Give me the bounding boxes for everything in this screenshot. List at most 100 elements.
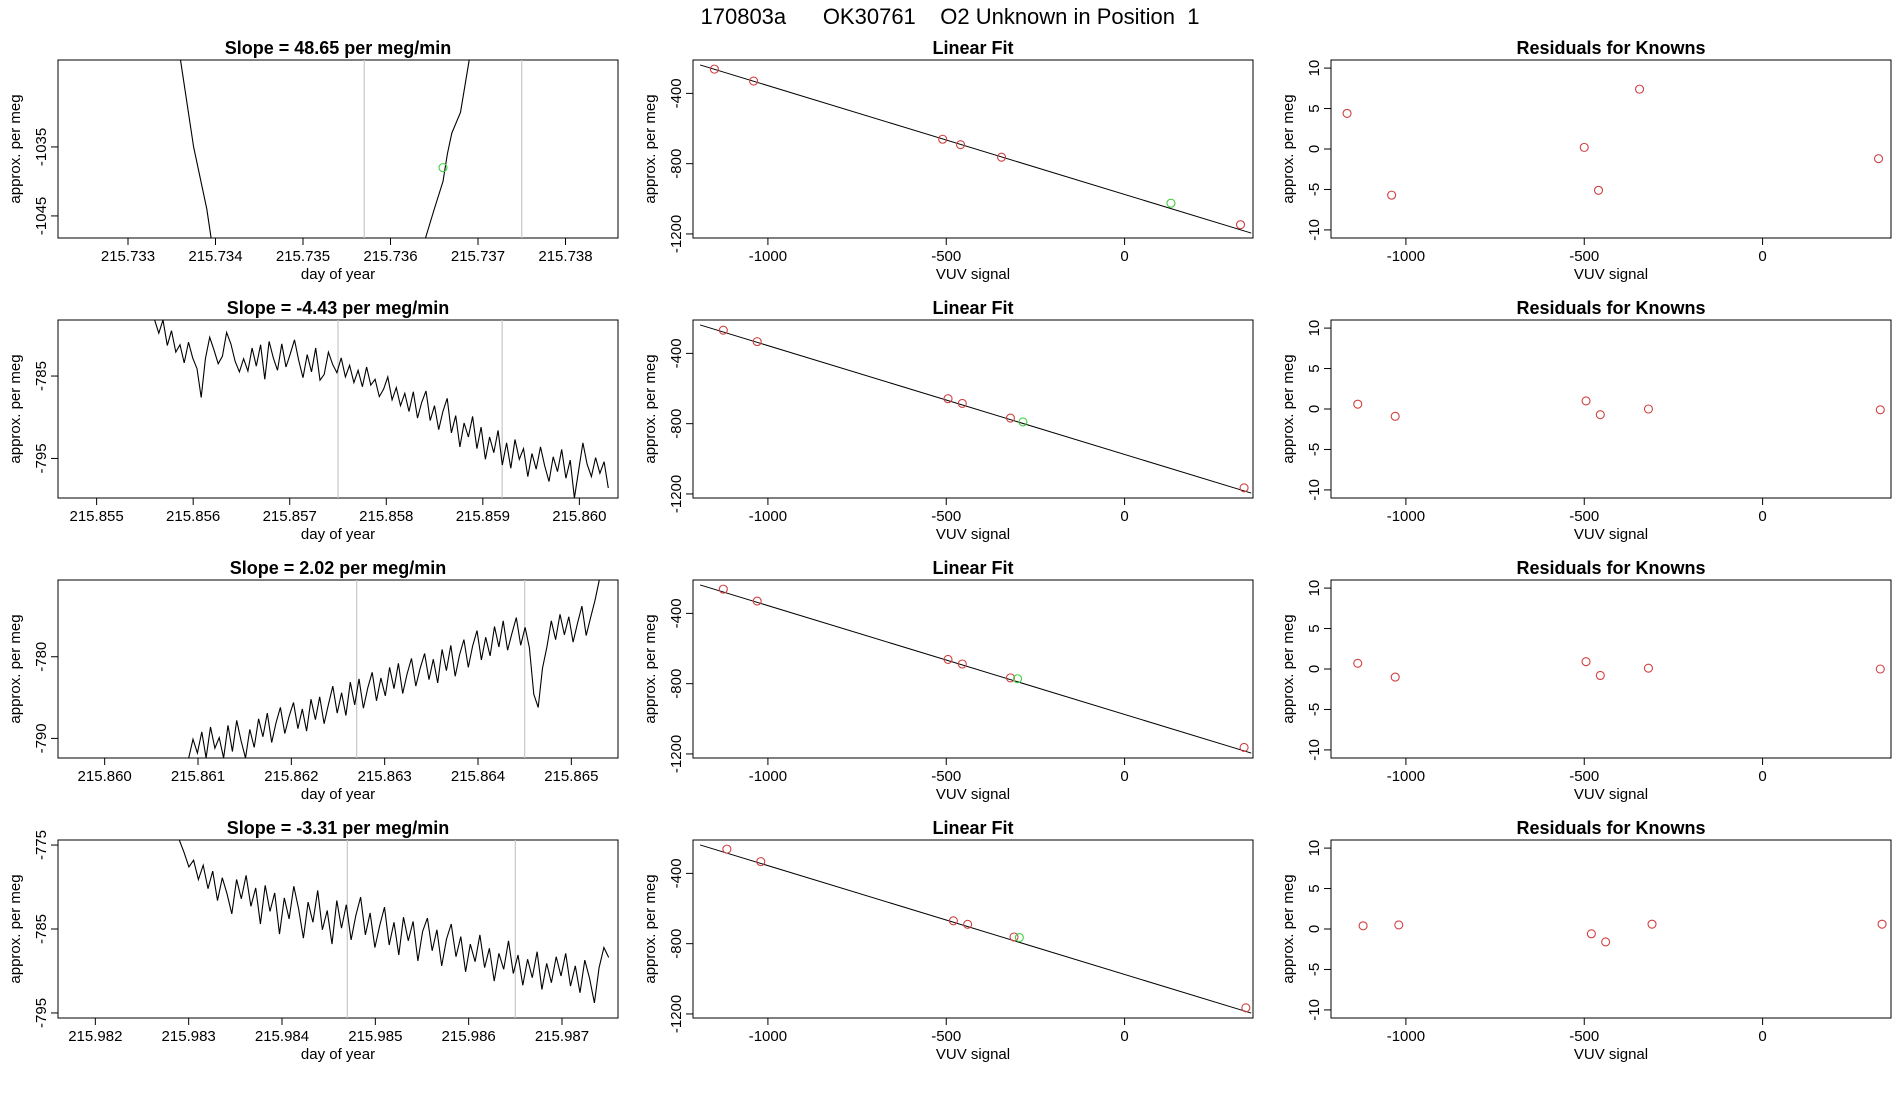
known-point — [938, 134, 948, 144]
known-point — [1239, 742, 1249, 753]
y-tick-label: 5 — [1306, 364, 1323, 372]
panel-line-3-0: Slope = -3.31 per meg/min 215.982 215.983 2… — [7, 818, 619, 1063]
plot-area — [699, 584, 1252, 754]
y-tick-label: -790 — [33, 723, 50, 753]
plot-title: Linear Fit — [932, 818, 1013, 838]
known-point — [1643, 404, 1654, 414]
panel-line-1-0: Slope = -4.43 per meg/min 215.855 215.856 2… — [7, 298, 619, 543]
known-point — [718, 584, 728, 594]
fit-line — [699, 64, 1252, 234]
known-point — [709, 64, 719, 74]
x-tick-label: 215.856 — [166, 508, 220, 525]
x-tick-label: 215.860 — [552, 508, 606, 525]
x-axis-label: day of year — [301, 526, 375, 543]
y-tick-label: -1200 — [668, 735, 685, 773]
plot-title: Residuals for Knowns — [1516, 38, 1705, 58]
y-axis-label: approx. per meg — [1280, 94, 1297, 203]
plot-frame — [692, 579, 1254, 759]
plot-frame — [57, 59, 619, 239]
x-tick-label: 215.855 — [70, 508, 124, 525]
y-tick-label: -10 — [1306, 479, 1323, 501]
known-point — [1358, 921, 1368, 931]
plot-frame — [57, 579, 619, 759]
x-axis-label: day of year — [301, 1046, 375, 1063]
trace-line — [424, 60, 470, 238]
known-point — [1581, 657, 1591, 667]
x-tick-label: -1000 — [1387, 768, 1425, 785]
x-tick-label: 0 — [1758, 1028, 1766, 1045]
y-tick-label: -785 — [33, 914, 50, 944]
y-tick-label: -1045 — [33, 197, 50, 235]
y-tick-label: -1200 — [668, 475, 685, 513]
x-tick-label: -1000 — [749, 768, 787, 785]
plot-title: Slope = 2.02 per meg/min — [230, 558, 447, 578]
x-tick-label: 215.858 — [359, 508, 413, 525]
known-point — [957, 398, 967, 409]
y-tick-label: -5 — [1306, 703, 1323, 716]
known-point — [752, 596, 762, 606]
y-tick-label: -1200 — [668, 215, 685, 253]
x-axis-label: VUV signal — [1574, 786, 1648, 803]
y-tick-label: -795 — [33, 443, 50, 473]
y-tick-label: -10 — [1306, 999, 1323, 1021]
known-point — [1239, 483, 1249, 493]
x-axis-label: day of year — [301, 266, 375, 283]
panel-scatter-0-2: Residuals for Knowns -1000 -500 0 10 5 0 -5 -10 V… — [1280, 38, 1892, 283]
x-tick-label: 215.984 — [255, 1028, 309, 1045]
trace-line — [154, 320, 609, 498]
plot-area — [699, 324, 1252, 494]
y-tick-label: -5 — [1306, 183, 1323, 196]
known-point — [955, 140, 966, 150]
y-tick-label: -400 — [668, 78, 685, 108]
trace-line — [179, 60, 212, 238]
known-point — [1877, 919, 1887, 929]
plot-title: Linear Fit — [932, 38, 1013, 58]
known-point — [1601, 937, 1611, 947]
y-axis-label: approx. per meg — [1280, 874, 1297, 983]
x-tick-label: -500 — [1569, 508, 1599, 525]
plot-frame — [1330, 59, 1892, 239]
y-tick-label: 0 — [1306, 925, 1323, 933]
y-tick-label: -800 — [668, 149, 685, 179]
x-axis-label: VUV signal — [1574, 1046, 1648, 1063]
y-axis-label: approx. per meg — [7, 94, 24, 203]
x-tick-label: -500 — [931, 768, 961, 785]
x-tick-label: 215.985 — [348, 1028, 402, 1045]
plot-title: Linear Fit — [932, 558, 1013, 578]
x-tick-label: -1000 — [1387, 248, 1425, 265]
x-tick-label: 0 — [1120, 248, 1128, 265]
x-axis-label: VUV signal — [936, 786, 1010, 803]
y-axis-label: approx. per meg — [7, 354, 24, 463]
plot-area — [699, 64, 1252, 234]
y-tick-label: -5 — [1306, 443, 1323, 456]
plot-frame — [692, 59, 1254, 239]
x-tick-label: 215.734 — [188, 248, 242, 265]
x-axis-label: day of year — [301, 786, 375, 803]
y-tick-label: 0 — [1306, 665, 1323, 673]
y-axis-label: approx. per meg — [642, 354, 659, 463]
plot-area — [178, 840, 610, 1018]
x-tick-label: -500 — [1569, 248, 1599, 265]
known-point — [749, 76, 759, 86]
y-tick-label: 10 — [1306, 60, 1323, 77]
y-axis-label: approx. per meg — [642, 874, 659, 983]
known-point — [1342, 108, 1352, 118]
page-title: 170803a OK30761 O2 Unknown in Position 1 — [700, 4, 1200, 29]
known-point — [1581, 396, 1591, 406]
x-tick-label: 215.862 — [264, 768, 318, 785]
plot-title: Residuals for Knowns — [1516, 818, 1705, 838]
plot-area — [1353, 396, 1885, 421]
plot-area — [179, 60, 523, 238]
y-tick-label: -800 — [668, 409, 685, 439]
x-tick-label: 215.861 — [171, 768, 225, 785]
y-tick-label: 5 — [1306, 104, 1323, 112]
x-axis-label: VUV signal — [1574, 266, 1648, 283]
x-tick-label: 215.736 — [363, 248, 417, 265]
x-tick-label: 215.982 — [68, 1028, 122, 1045]
known-point — [1579, 142, 1589, 152]
known-point — [1005, 413, 1016, 423]
x-tick-label: -500 — [1569, 1028, 1599, 1045]
y-axis-label: approx. per meg — [1280, 354, 1297, 463]
plot-title: Slope = 48.65 per meg/min — [225, 38, 452, 58]
y-axis-label: approx. per meg — [1280, 614, 1297, 723]
